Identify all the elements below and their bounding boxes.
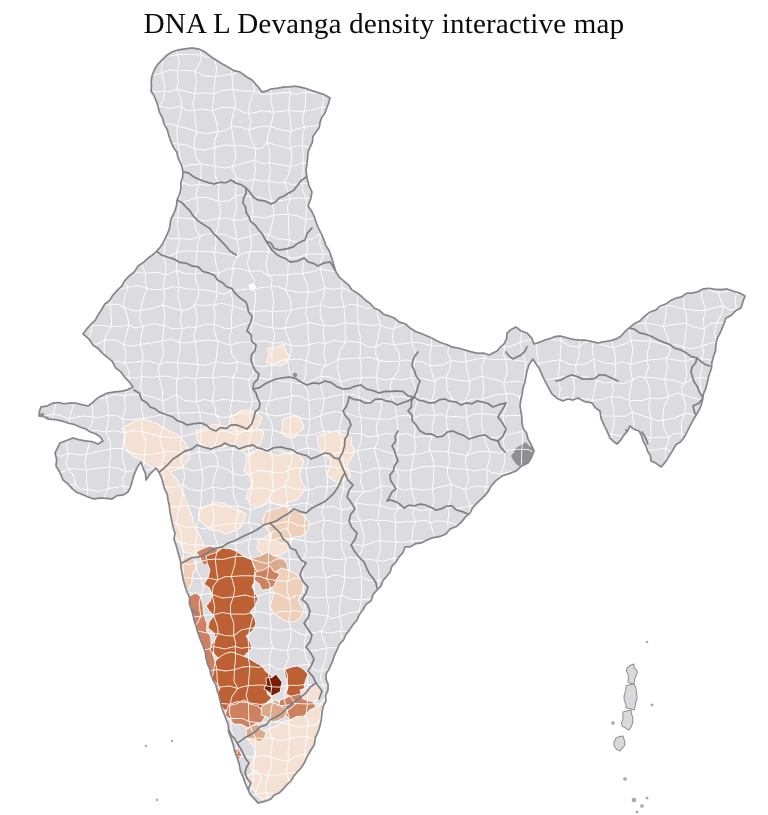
- density-region[interactable]: [197, 501, 247, 535]
- density-region[interactable]: [263, 673, 283, 697]
- island: [626, 663, 638, 685]
- island-dot: [170, 739, 174, 743]
- island-dot: [640, 804, 644, 808]
- island-dot: [645, 796, 649, 800]
- page-title: DNA L Devanga density interactive map: [143, 8, 625, 40]
- capital-district-cell: [247, 281, 258, 293]
- islands: [39, 412, 654, 814]
- state-borders: [133, 171, 711, 800]
- island-dot: [635, 810, 639, 814]
- island: [613, 735, 626, 752]
- island-dot: [645, 640, 649, 644]
- island: [621, 709, 634, 731]
- density-region[interactable]: [224, 699, 269, 729]
- island: [623, 683, 638, 711]
- island-dot: [611, 721, 615, 725]
- island-dot: [144, 744, 148, 748]
- density-region[interactable]: [316, 430, 356, 484]
- island-dot: [650, 703, 654, 707]
- coastline-outline: [38, 47, 746, 804]
- island-dot: [631, 797, 637, 803]
- island-dot: [623, 777, 627, 781]
- density-region[interactable]: [243, 449, 307, 509]
- island-dot: [155, 798, 159, 802]
